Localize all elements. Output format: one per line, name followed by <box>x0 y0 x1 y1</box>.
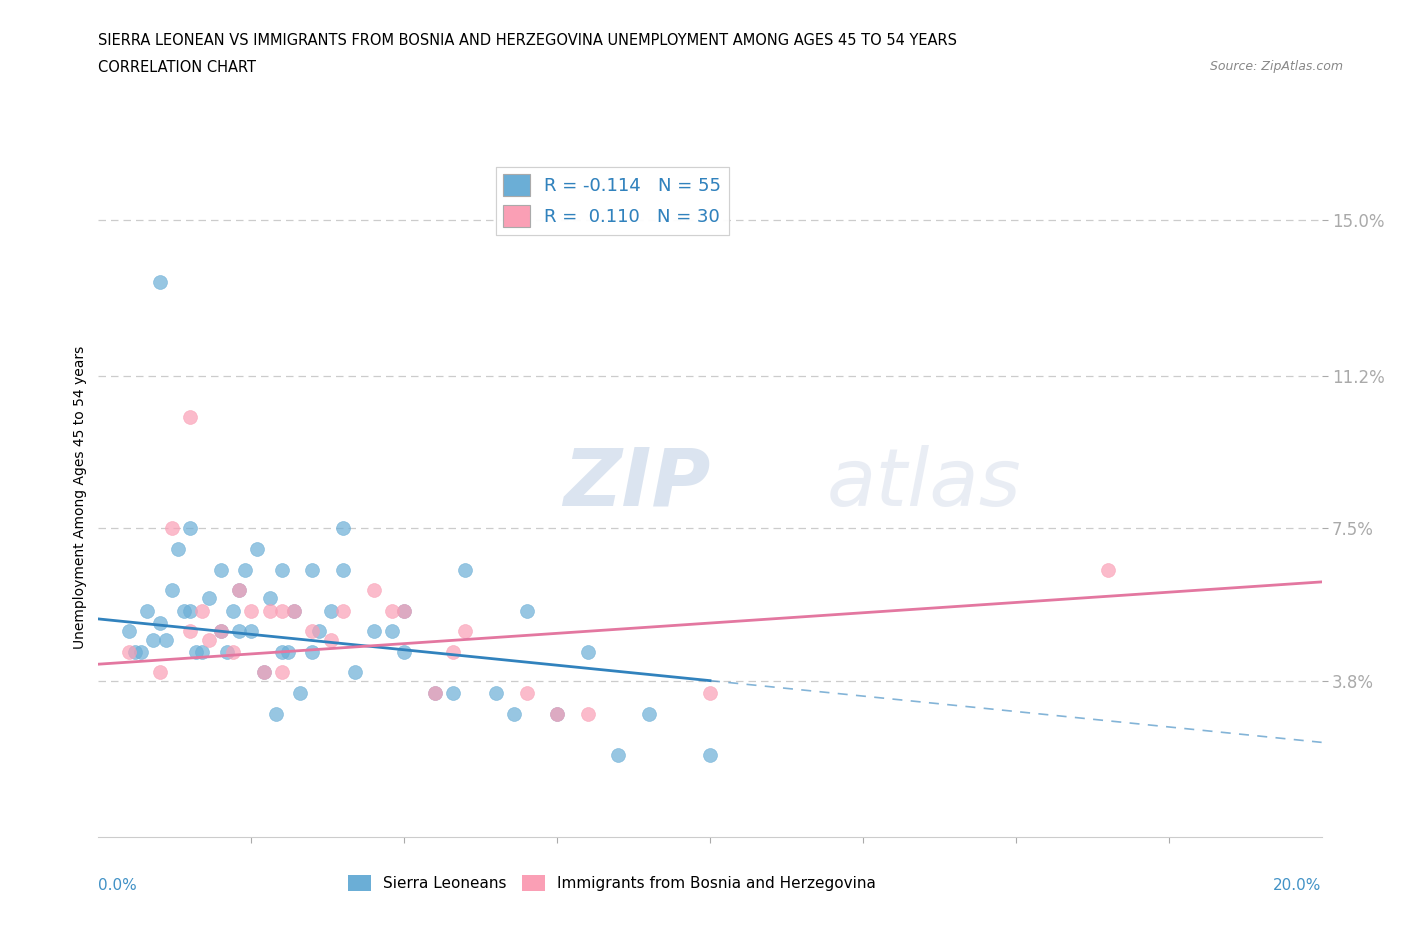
Point <box>1097 562 1119 577</box>
Text: CORRELATION CHART: CORRELATION CHART <box>98 60 256 75</box>
Point <box>222 644 245 659</box>
Point <box>503 706 526 721</box>
Point <box>441 685 464 700</box>
Text: atlas: atlas <box>827 445 1021 523</box>
Point <box>228 583 250 598</box>
Point <box>270 604 294 618</box>
Point <box>118 644 141 659</box>
Text: SIERRA LEONEAN VS IMMIGRANTS FROM BOSNIA AND HERZEGOVINA UNEMPLOYMENT AMONG AGES: SIERRA LEONEAN VS IMMIGRANTS FROM BOSNIA… <box>98 33 957 47</box>
Point <box>149 665 172 680</box>
Point <box>699 748 721 763</box>
Point <box>252 665 274 680</box>
Point <box>308 624 330 639</box>
Point <box>270 562 294 577</box>
Point <box>392 604 416 618</box>
Point <box>209 624 232 639</box>
Point <box>485 685 508 700</box>
Point <box>259 591 281 605</box>
Point <box>319 632 342 647</box>
Point <box>160 583 183 598</box>
Point <box>179 521 201 536</box>
Point <box>699 685 721 700</box>
Y-axis label: Unemployment Among Ages 45 to 54 years: Unemployment Among Ages 45 to 54 years <box>73 346 87 649</box>
Point <box>215 644 238 659</box>
Point <box>209 562 232 577</box>
Point <box>233 562 256 577</box>
Point <box>246 541 269 556</box>
Point <box>454 562 477 577</box>
Point <box>191 644 214 659</box>
Point <box>344 665 367 680</box>
Point <box>222 604 245 618</box>
Point <box>301 562 323 577</box>
Text: 0.0%: 0.0% <box>98 878 138 893</box>
Point <box>576 706 599 721</box>
Point <box>149 274 172 289</box>
Point <box>259 604 281 618</box>
Point <box>290 685 312 700</box>
Point <box>252 665 274 680</box>
Point <box>283 604 305 618</box>
Point <box>441 644 464 659</box>
Point <box>155 632 177 647</box>
Point <box>423 685 446 700</box>
Point <box>142 632 165 647</box>
Point <box>191 604 214 618</box>
Point <box>228 624 250 639</box>
Point <box>637 706 661 721</box>
Point <box>423 685 446 700</box>
Point <box>332 604 354 618</box>
Point <box>363 583 385 598</box>
Point <box>160 521 183 536</box>
Point <box>607 748 630 763</box>
Point <box>319 604 342 618</box>
Point <box>173 604 195 618</box>
Point <box>197 632 219 647</box>
Point <box>179 604 201 618</box>
Point <box>283 604 305 618</box>
Point <box>392 644 416 659</box>
Text: 20.0%: 20.0% <box>1274 878 1322 893</box>
Legend: R = -0.114   N = 55, R =  0.110   N = 30: R = -0.114 N = 55, R = 0.110 N = 30 <box>496 167 728 234</box>
Point <box>129 644 152 659</box>
Point <box>381 624 404 639</box>
Point <box>576 644 599 659</box>
Point <box>332 562 354 577</box>
Point <box>277 644 299 659</box>
Point <box>179 624 201 639</box>
Point <box>209 624 232 639</box>
Point <box>179 410 201 425</box>
Point <box>118 624 141 639</box>
Point <box>546 706 568 721</box>
Point <box>186 644 208 659</box>
Point <box>516 685 538 700</box>
Point <box>197 591 219 605</box>
Point <box>240 624 263 639</box>
Point <box>264 706 287 721</box>
Point <box>228 583 250 598</box>
Point <box>167 541 190 556</box>
Point <box>124 644 146 659</box>
Point <box>301 624 323 639</box>
Point <box>270 644 294 659</box>
Point <box>454 624 477 639</box>
Point <box>363 624 385 639</box>
Point <box>301 644 323 659</box>
Point <box>381 604 404 618</box>
Point <box>332 521 354 536</box>
Point <box>240 604 263 618</box>
Text: ZIP: ZIP <box>564 445 710 523</box>
Point <box>392 604 416 618</box>
Point <box>270 665 294 680</box>
Point <box>136 604 159 618</box>
Point <box>149 616 172 631</box>
Point <box>516 604 538 618</box>
Point <box>546 706 568 721</box>
Text: Source: ZipAtlas.com: Source: ZipAtlas.com <box>1209 60 1343 73</box>
